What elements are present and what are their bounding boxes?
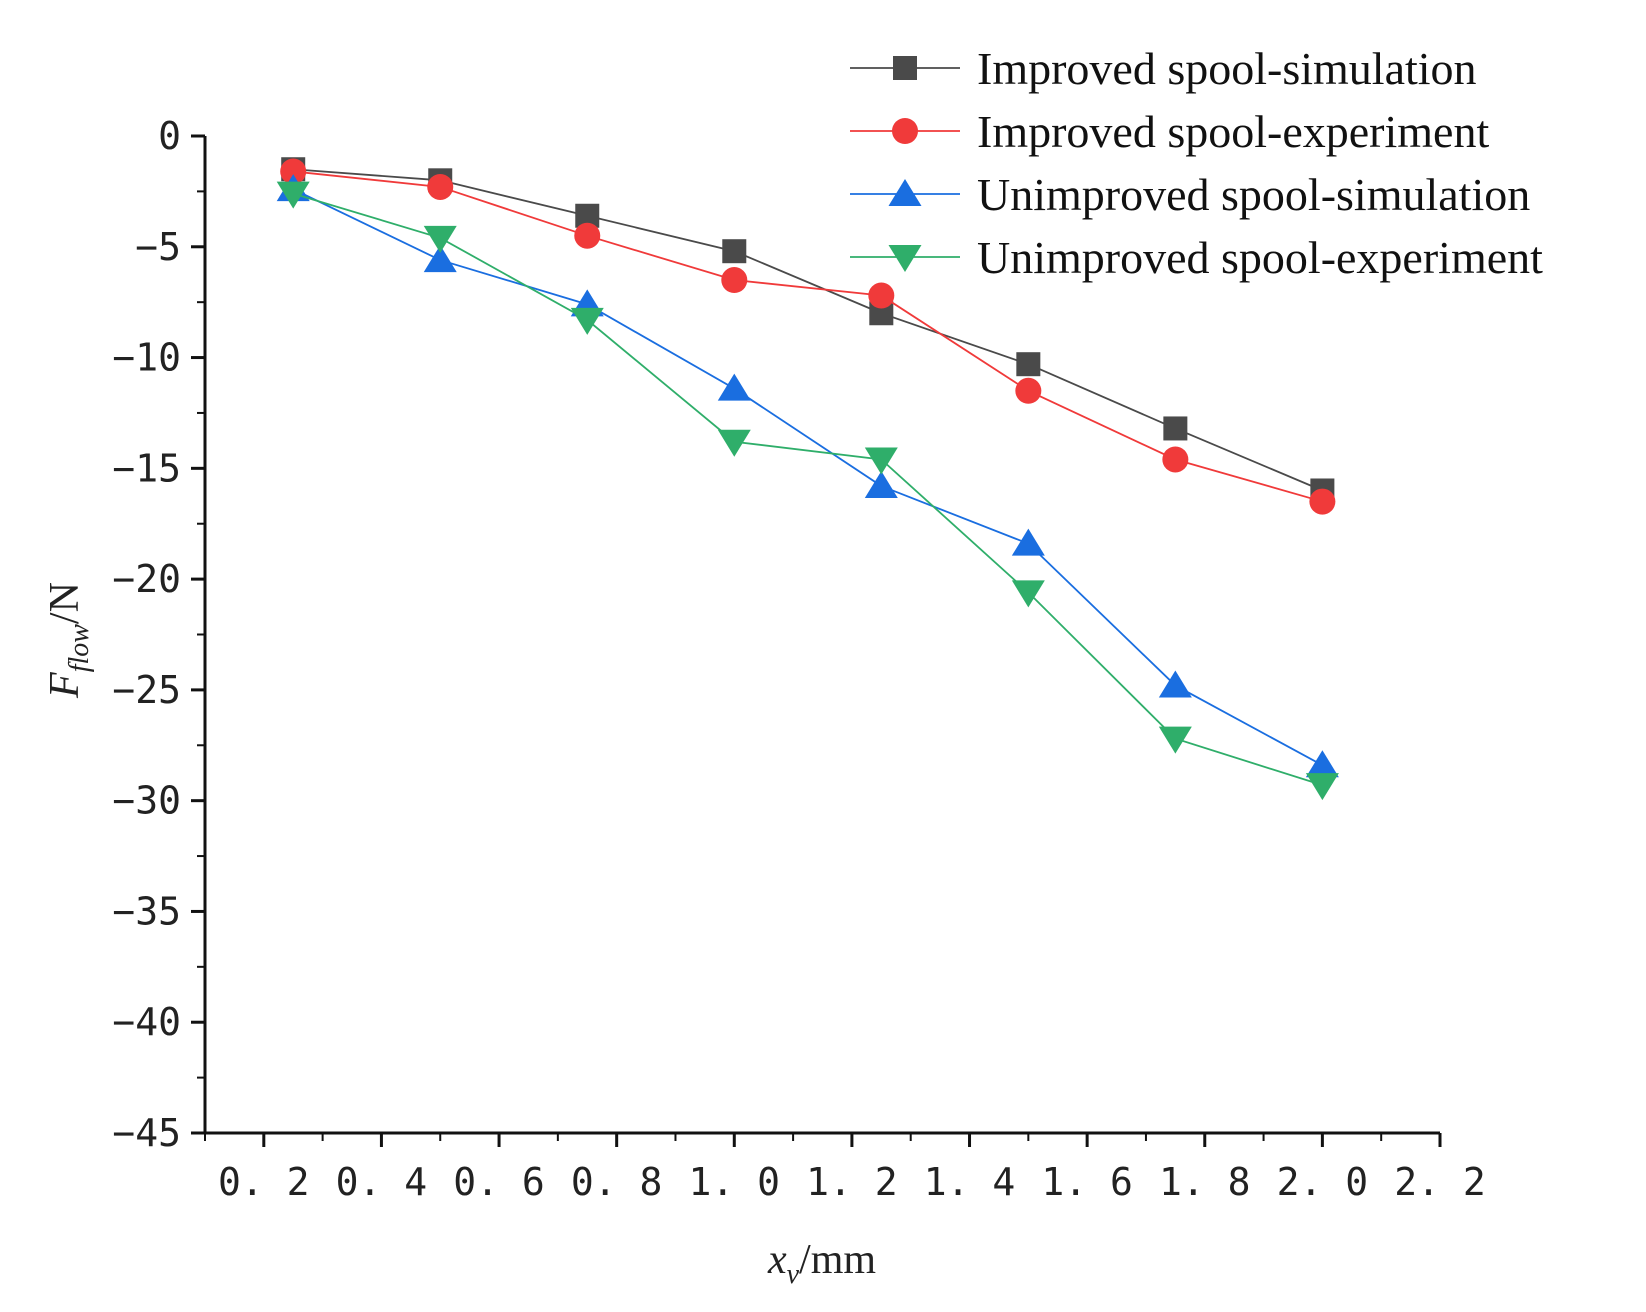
series-layer [276,157,1339,801]
legend-label: Improved spool-simulation [977,43,1477,94]
data-point [1015,377,1042,404]
data-point [1011,528,1045,556]
legend-marker [888,245,922,272]
data-point [868,282,895,309]
data-point [1162,446,1189,473]
x-tick-label: 2. 0 [1277,1160,1369,1204]
y-tick-label: −25 [112,668,181,712]
data-point [1158,726,1192,754]
legend-label: Unimproved spool-experiment [977,232,1543,283]
y-tick-label: −35 [112,889,181,933]
x-tick-label: 2. 2 [1394,1160,1486,1204]
data-point [721,267,748,294]
legend-marker [892,118,918,144]
data-point [427,173,454,200]
y-tick-label: −40 [112,1000,181,1044]
x-tick-label: 1. 4 [924,1160,1016,1204]
series-triangle-down [276,181,1339,801]
legend-label: Improved spool-experiment [977,106,1489,157]
y-axis-title: Fflow/N [42,582,95,699]
y-tick-label: −20 [112,557,181,601]
data-point [864,447,898,475]
data-point [1011,580,1045,608]
data-point [574,222,601,249]
x-tick-label: 1. 8 [1159,1160,1251,1204]
legend: Improved spool-simulation Improved spool-… [850,43,1543,283]
data-point [722,239,747,264]
data-point [864,471,898,499]
data-point [717,373,751,401]
x-tick-label: 1. 2 [806,1160,898,1204]
series-line [293,170,1323,503]
x-axis-title: xv/mm [767,1237,876,1290]
legend-marker [893,56,917,80]
x-tick-label: 0. 2 [218,1160,310,1204]
data-point [1309,488,1336,515]
data-point [1163,416,1188,441]
axis-titles: xv/mm Fflow/N [42,582,876,1290]
x-tick-label: 0. 4 [336,1160,428,1204]
y-tick-label: 0 [158,114,181,158]
series-line [293,168,1323,492]
y-tick-label: −30 [112,779,181,823]
series-line [292,192,1323,787]
data-point [276,181,310,209]
data-point [1305,773,1339,801]
series-circle [280,158,1336,515]
y-tick-label: −45 [112,1111,181,1155]
series-line [292,188,1323,767]
data-point [570,307,604,335]
data-point [423,245,457,273]
data-point [1305,750,1339,778]
data-point [423,225,457,253]
y-tick-label: −15 [112,446,181,490]
data-point [1016,352,1041,377]
x-tick-label: 0. 8 [571,1160,663,1204]
data-point [717,429,751,457]
data-point [1158,670,1192,698]
legend-label: Unimproved spool-simulation [977,169,1530,220]
x-tick-label: 0. 6 [453,1160,545,1204]
data-point [280,158,307,185]
axes: 0 −5 −10 −15 −20 −25 −30 −35 −40 −45 0. 2 0. 4 0. 6 0… [112,114,1485,1204]
legend-marker [888,179,922,206]
x-tick-label: 1. 0 [689,1160,781,1204]
y-tick-label: −10 [112,336,181,380]
y-tick-label: −5 [135,225,181,269]
x-tick-label: 1. 6 [1041,1160,1133,1204]
